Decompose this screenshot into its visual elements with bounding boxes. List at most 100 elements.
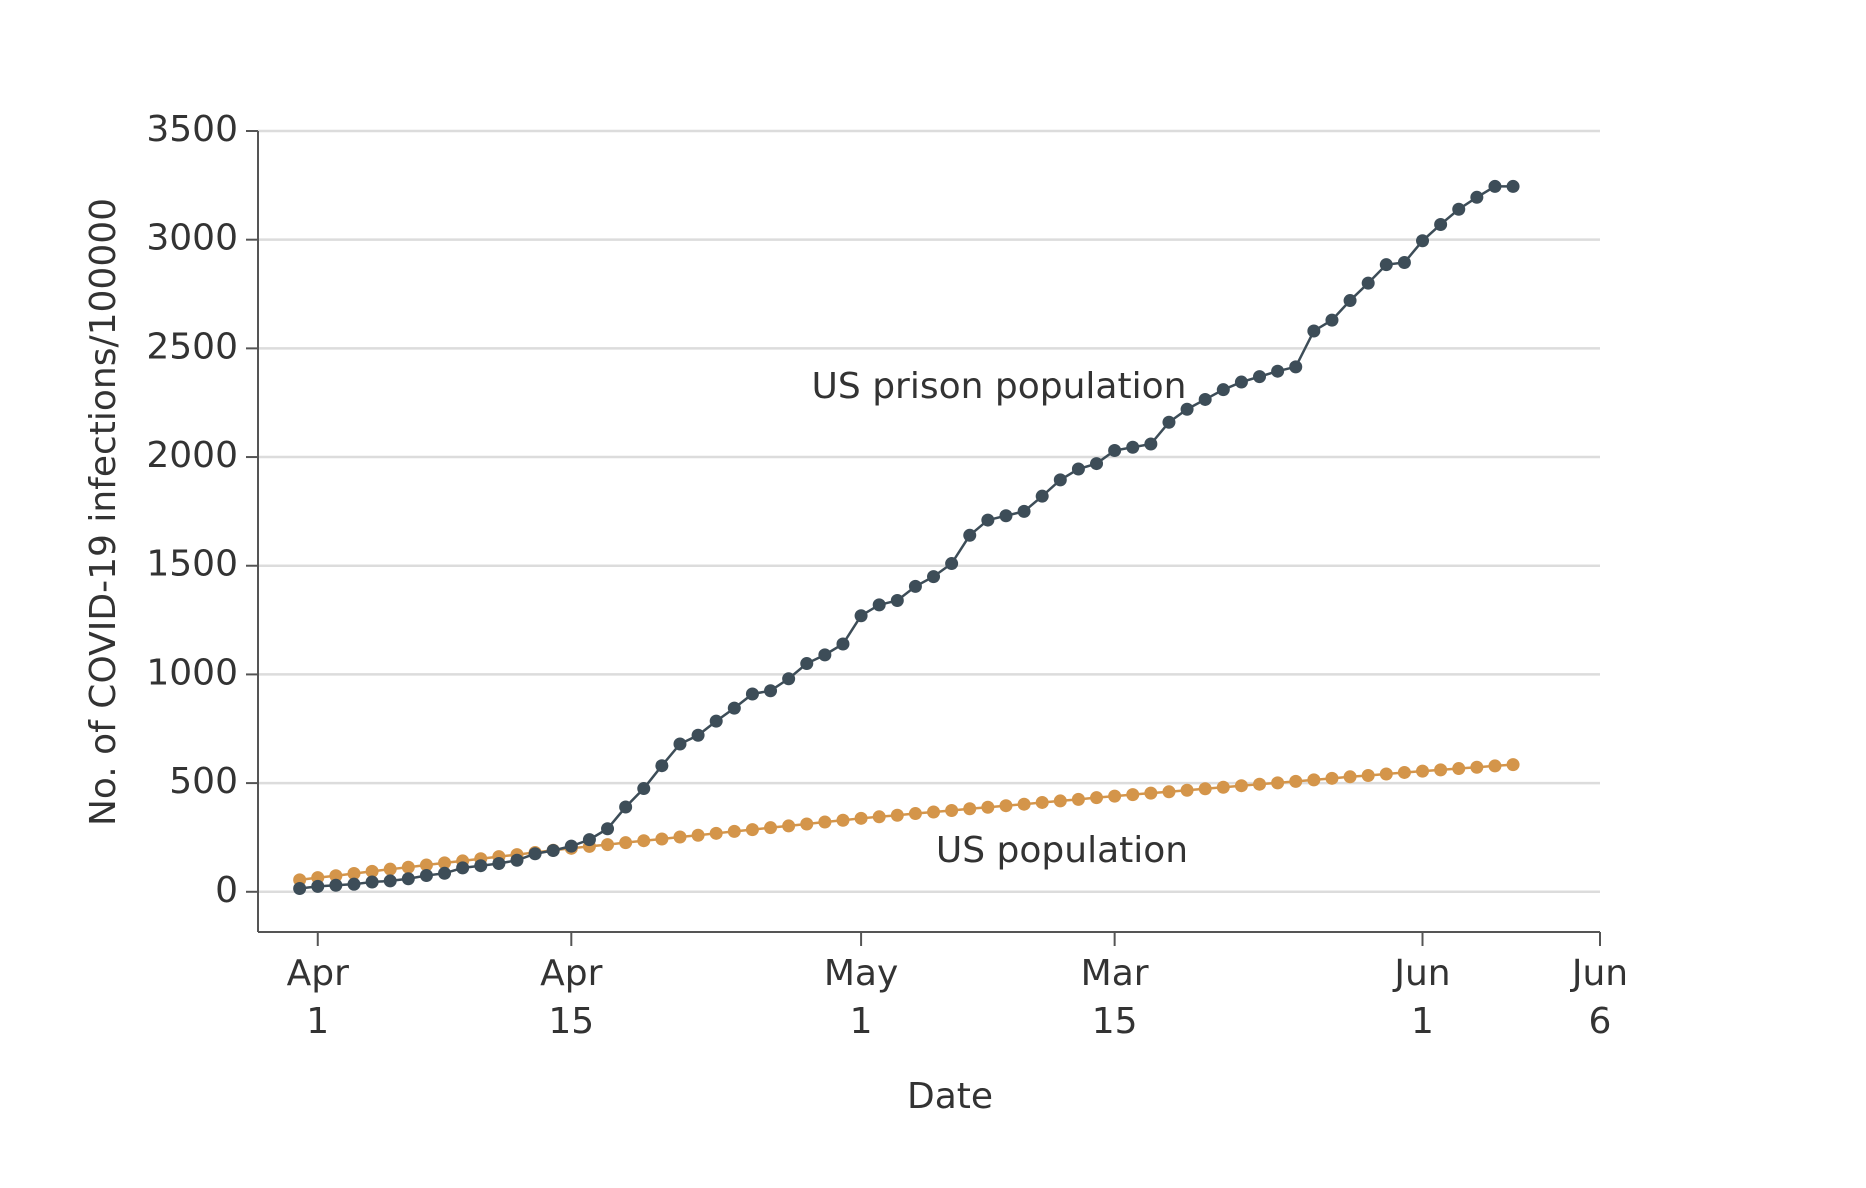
data-point [908, 579, 922, 593]
data-point [1162, 415, 1176, 429]
data-point [800, 817, 814, 831]
data-point [1307, 324, 1321, 338]
data-point [1488, 759, 1502, 773]
data-point [1126, 440, 1140, 454]
data-point [927, 805, 941, 819]
data-point [981, 513, 995, 527]
data-point [1416, 764, 1430, 778]
data-point [510, 853, 524, 867]
data-point [872, 810, 886, 824]
data-point [1361, 768, 1375, 782]
data-point [1434, 763, 1448, 777]
data-point [782, 672, 796, 686]
data-point [945, 803, 959, 817]
data-point [890, 594, 904, 608]
data-point [1397, 256, 1411, 270]
annotation: US population [936, 830, 1188, 871]
data-point [818, 648, 832, 662]
data-point [782, 819, 796, 833]
data-point [727, 701, 741, 715]
data-point [800, 657, 814, 671]
y-tick-label: 500 [169, 761, 238, 802]
data-point [1253, 777, 1267, 791]
data-point [637, 834, 651, 848]
data-point [1397, 765, 1411, 779]
x-tick-label: Apr 15 [540, 953, 603, 1042]
data-point [1053, 473, 1067, 487]
data-point [1234, 375, 1248, 389]
data-point [1053, 794, 1067, 808]
data-point [872, 598, 886, 612]
data-point [365, 864, 379, 878]
data-point [673, 830, 687, 844]
data-point [1090, 457, 1104, 471]
data-point [528, 847, 542, 861]
y-tick-label: 1500 [146, 544, 238, 585]
data-point [1253, 370, 1267, 384]
data-point [691, 728, 705, 742]
data-point [999, 509, 1013, 523]
y-tick-label: 3500 [146, 109, 238, 150]
data-point [383, 874, 397, 888]
data-point [981, 800, 995, 814]
data-point [1144, 786, 1158, 800]
data-point [619, 800, 633, 814]
data-point [1416, 234, 1430, 248]
data-point [927, 570, 941, 584]
data-point [1289, 774, 1303, 788]
data-point [401, 872, 415, 886]
x-tick-label: Apr 1 [286, 953, 349, 1042]
data-point [1271, 776, 1285, 790]
data-point [836, 813, 850, 827]
data-point [655, 759, 669, 773]
data-point [492, 857, 506, 871]
data-point [854, 609, 868, 623]
data-point [438, 866, 452, 880]
y-tick-label: 3000 [146, 218, 238, 259]
data-point [347, 877, 361, 891]
data-point [1379, 258, 1393, 272]
data-point [293, 882, 307, 896]
data-point [1071, 792, 1085, 806]
data-point [1470, 760, 1484, 774]
y-tick-label: 2500 [146, 326, 238, 367]
x-axis-label: Date [907, 1076, 993, 1117]
data-point [1343, 294, 1357, 308]
data-point [419, 868, 433, 882]
data-point [1071, 462, 1085, 476]
data-point [546, 843, 560, 857]
data-point [999, 799, 1013, 813]
data-point [383, 862, 397, 876]
data-point [1452, 202, 1466, 216]
data-point [637, 782, 651, 796]
data-point [1361, 276, 1375, 290]
data-point [1216, 780, 1230, 794]
data-point [474, 859, 488, 873]
data-point [1488, 179, 1502, 193]
data-point [619, 836, 633, 850]
data-point [1035, 795, 1049, 809]
data-point [1180, 402, 1194, 416]
data-point [1017, 504, 1031, 518]
data-point [1090, 791, 1104, 805]
data-point [1506, 758, 1520, 772]
data-point [709, 714, 723, 728]
data-point [1379, 767, 1393, 781]
data-point [963, 528, 977, 542]
x-tick-label: Jun 6 [1571, 953, 1629, 1042]
y-axis-label: No. of COVID-19 infections/100000 [83, 198, 124, 826]
data-point [1506, 179, 1520, 193]
y-tick-label: 0 [215, 870, 238, 911]
data-point [582, 833, 596, 847]
data-point [1470, 190, 1484, 204]
data-point [1452, 762, 1466, 776]
data-point [836, 637, 850, 651]
data-point [945, 557, 959, 571]
data-point [727, 824, 741, 838]
data-point [963, 802, 977, 816]
data-point [601, 822, 615, 836]
y-tick-label: 2000 [146, 435, 238, 476]
x-tick-label: May 1 [823, 953, 899, 1042]
